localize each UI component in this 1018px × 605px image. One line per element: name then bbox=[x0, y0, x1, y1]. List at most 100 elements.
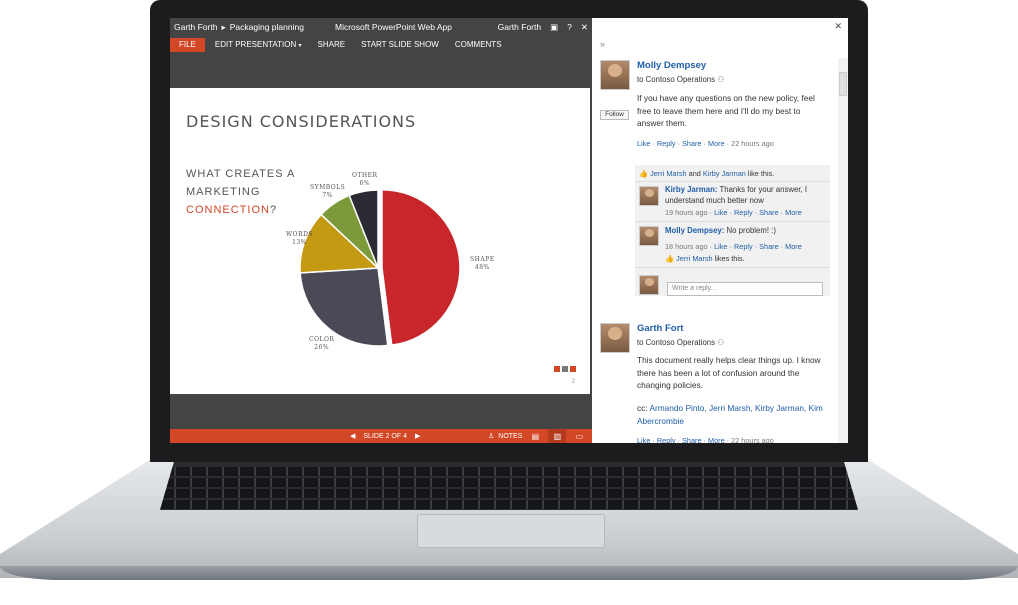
reply-author[interactable]: Molly Dempsey: bbox=[665, 226, 725, 235]
more-link[interactable]: More bbox=[785, 242, 802, 251]
likes-summary: 👍 Jerri Marsh and Kirby Jarman like this… bbox=[639, 169, 774, 178]
avatar[interactable] bbox=[639, 226, 659, 246]
pie-label-other: OTHER 6% bbox=[352, 172, 378, 188]
key-row bbox=[160, 500, 858, 509]
status-bar: ◀ SLIDE 2 OF 4 ▶ ♙ NOTES ▤ ▥ ▭ bbox=[170, 429, 592, 443]
panel-close-icon[interactable]: ✕ bbox=[834, 21, 842, 31]
reply-actions: 19 hours ago · Like · Reply · Share · Mo… bbox=[665, 208, 802, 217]
liker-link[interactable]: Kirby Jarman bbox=[702, 169, 746, 178]
share-link[interactable]: Share bbox=[682, 436, 702, 443]
key-row bbox=[160, 478, 858, 487]
breadcrumb-user[interactable]: Garth Forth bbox=[174, 22, 218, 32]
reply-link[interactable]: Reply bbox=[656, 436, 676, 443]
slide-title: DESIGN CONSIDERATIONS bbox=[186, 112, 417, 131]
app-name: Microsoft PowerPoint Web App bbox=[335, 22, 453, 32]
more-link[interactable]: More bbox=[708, 139, 725, 148]
file-tab[interactable]: FILE bbox=[170, 37, 205, 52]
reply-time: 18 hours ago bbox=[665, 242, 708, 251]
post-time: 22 hours ago bbox=[731, 436, 774, 443]
slide-number: 2 bbox=[571, 379, 575, 385]
post-author[interactable]: Garth Fort bbox=[637, 323, 684, 334]
key-row bbox=[160, 467, 858, 476]
pie-label-shape: SHAPE 48% bbox=[470, 256, 495, 272]
comments-tab[interactable]: COMMENTS bbox=[454, 40, 502, 49]
notes-button[interactable]: NOTES bbox=[498, 432, 523, 440]
share-link[interactable]: Share bbox=[682, 139, 702, 148]
post-time: 22 hours ago bbox=[731, 139, 774, 148]
previous-slide-icon[interactable]: ◀ bbox=[350, 433, 356, 440]
like-link[interactable]: Like bbox=[637, 436, 651, 443]
post-author[interactable]: Molly Dempsey bbox=[637, 60, 707, 71]
reply-author[interactable]: Kirby Jarman: bbox=[665, 185, 718, 194]
key-row bbox=[160, 489, 858, 498]
like-icon: 👍 bbox=[665, 254, 675, 263]
liker-link[interactable]: Jerri Marsh bbox=[676, 254, 713, 263]
pie-slice-words bbox=[299, 213, 380, 274]
scrollbar-thumb[interactable] bbox=[839, 72, 847, 96]
post-body: If you have any questions on the new pol… bbox=[637, 93, 815, 128]
help-icon[interactable]: ? bbox=[567, 22, 572, 32]
trackpad bbox=[417, 514, 605, 548]
more-link[interactable]: More bbox=[785, 208, 802, 217]
pie-label-symbols-value: 7% bbox=[322, 192, 333, 199]
reply-link[interactable]: Reply bbox=[734, 208, 753, 217]
share-link[interactable]: Share bbox=[759, 208, 779, 217]
reading-view-icon[interactable]: ▥ bbox=[548, 429, 567, 443]
slide-question-mark: ? bbox=[269, 204, 278, 216]
edit-presentation-label: EDIT PRESENTATION bbox=[214, 40, 297, 49]
breadcrumb-document[interactable]: Packaging planning bbox=[229, 22, 304, 32]
share-link[interactable]: Share bbox=[759, 242, 779, 251]
collapse-panel-icon[interactable]: » bbox=[600, 39, 606, 49]
edit-presentation-tab[interactable]: EDIT PRESENTATION ▾ bbox=[215, 40, 302, 49]
post-cc: cc: Armando Pinto, Jerri Marsh, Kirby Ja… bbox=[637, 402, 832, 427]
reply-link[interactable]: Reply bbox=[734, 242, 753, 251]
like-link[interactable]: Like bbox=[714, 242, 728, 251]
like-icon: 👍 bbox=[639, 169, 649, 178]
replies-section: 👍 Jerri Marsh and Kirby Jarman like this… bbox=[635, 165, 830, 296]
next-slide-icon[interactable]: ▶ bbox=[414, 433, 421, 440]
laptop-screen: Garth Forth ▸ Packaging planning Microso… bbox=[170, 18, 848, 443]
user-account-icon[interactable]: ▣ bbox=[550, 21, 559, 32]
reply-message: No problem! :) bbox=[726, 226, 776, 235]
start-slide-show-tab[interactable]: START SLIDE SHOW bbox=[361, 40, 439, 49]
reply-text: Molly Dempsey: No problem! :) bbox=[665, 225, 825, 236]
reply-link[interactable]: Reply bbox=[656, 139, 676, 148]
likes-and: and bbox=[688, 169, 701, 178]
group-icon: ⚇ bbox=[717, 75, 725, 84]
slide-show-view-icon[interactable]: ▭ bbox=[575, 431, 584, 441]
breadcrumb-chevron-icon: ▸ bbox=[221, 21, 226, 32]
pie-label-words-name: WORDS bbox=[286, 231, 314, 238]
like-link[interactable]: Like bbox=[714, 208, 728, 217]
avatar[interactable] bbox=[639, 186, 659, 206]
avatar[interactable] bbox=[600, 60, 630, 90]
signed-in-user[interactable]: Garth Forth bbox=[497, 22, 542, 32]
more-link[interactable]: More bbox=[708, 436, 725, 443]
slide-question-line3: CONNECTION? bbox=[186, 204, 277, 216]
pie-slice-other bbox=[348, 189, 379, 269]
pie-label-symbols-name: SYMBOLS bbox=[310, 184, 346, 191]
post-audience-label: to Contoso Operations bbox=[637, 338, 716, 347]
post-audience: to Contoso Operations ⚇ bbox=[637, 75, 724, 84]
pie-label-symbols: SYMBOLS 7% bbox=[310, 184, 345, 200]
chevron-down-icon: ▾ bbox=[298, 43, 302, 49]
like-link[interactable]: Like bbox=[637, 139, 651, 148]
normal-view-icon[interactable]: ▤ bbox=[531, 431, 540, 441]
cc-recipients[interactable]: Armando Pinto, Jerri Marsh, Kirby Jarman… bbox=[637, 403, 823, 426]
breadcrumb: Garth Forth ▸ Packaging planning bbox=[174, 22, 304, 33]
follow-button[interactable]: Follow bbox=[600, 110, 629, 120]
slide-thumbnail-mark bbox=[554, 366, 560, 372]
group-icon: ⚇ bbox=[717, 338, 725, 347]
keyboard bbox=[160, 462, 858, 510]
share-tab[interactable]: SHARE bbox=[317, 40, 346, 49]
cc-label: cc: bbox=[637, 403, 648, 413]
close-icon[interactable]: ✕ bbox=[580, 21, 588, 32]
slide-question-line2: MARKETING bbox=[186, 186, 261, 198]
slide-counter: SLIDE 2 OF 4 bbox=[363, 432, 407, 440]
pie-label-other-value: 6% bbox=[359, 180, 371, 187]
liker-link[interactable]: Jerri Marsh bbox=[650, 169, 687, 178]
reply-input[interactable]: Write a reply... bbox=[667, 282, 823, 296]
scrollbar[interactable] bbox=[838, 58, 848, 443]
avatar[interactable] bbox=[600, 323, 630, 353]
slide-thumbnail-mark bbox=[562, 366, 568, 372]
